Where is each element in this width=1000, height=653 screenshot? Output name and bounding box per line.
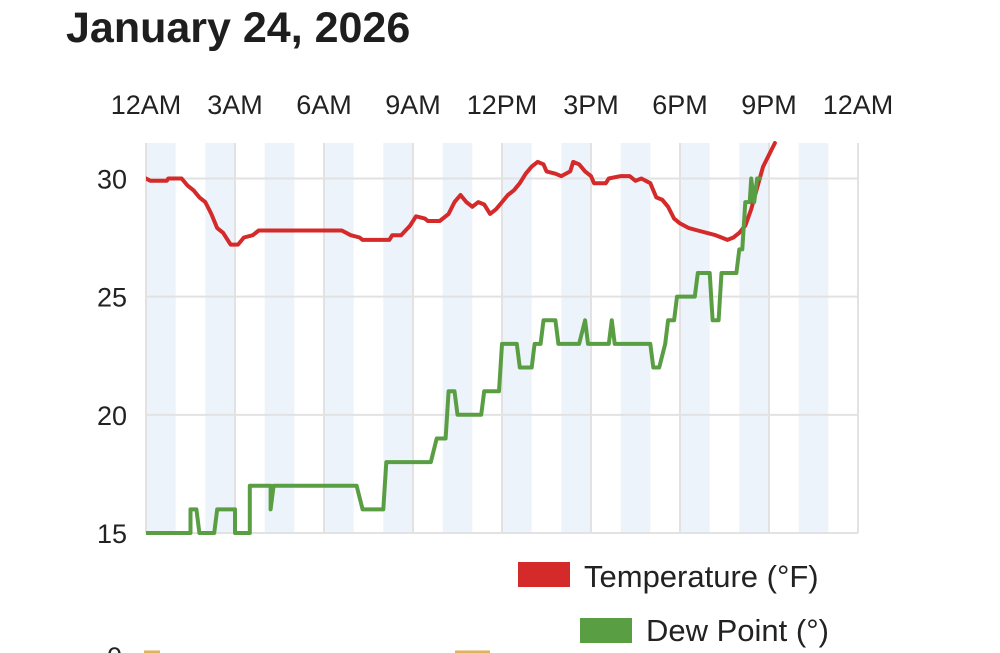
series-lines	[146, 141, 777, 535]
hour-band	[442, 143, 473, 533]
x-tick-label: 12PM	[467, 90, 538, 120]
y-tick-label: 30	[97, 164, 127, 194]
hour-band	[620, 143, 651, 533]
x-tick-label: 3PM	[563, 90, 619, 120]
hour-band	[680, 143, 710, 533]
dew-point-line	[146, 176, 763, 535]
y-tick-label: 15	[97, 519, 127, 549]
x-axis-tick-labels: 12AM 3AM 6AM 9AM 12PM 3PM 6PM 9PM 12AM	[111, 90, 894, 120]
alternating-hour-bands	[146, 143, 829, 533]
x-tick-label: 9AM	[385, 90, 441, 120]
legend-swatch	[518, 562, 570, 587]
hour-band	[205, 143, 235, 533]
temperature-line	[146, 141, 777, 247]
x-tick-label: 12AM	[111, 90, 182, 120]
x-tick-label: 3AM	[207, 90, 263, 120]
svg-text:0: 0	[107, 642, 122, 653]
y-tick-label: 20	[97, 401, 127, 431]
hour-band	[502, 143, 532, 533]
x-tick-label: 12AM	[823, 90, 894, 120]
legend-label: Dew Point (°)	[646, 613, 829, 648]
hour-band	[146, 143, 176, 533]
hour-band	[798, 143, 829, 533]
hour-band	[264, 143, 295, 533]
x-tick-label: 9PM	[741, 90, 797, 120]
hour-band	[383, 143, 413, 533]
page-title: January 24, 2026	[66, 4, 411, 52]
legend-swatch	[580, 618, 632, 643]
y-axis-tick-labels: 15 20 25 30	[97, 164, 127, 549]
partial-lower-chart: 0	[107, 642, 490, 653]
legend: Temperature (°F) Dew Point (°)	[518, 559, 829, 648]
y-tick-label: 25	[97, 283, 127, 313]
hour-band	[324, 143, 354, 533]
x-tick-label: 6PM	[652, 90, 708, 120]
legend-label: Temperature (°F)	[584, 559, 819, 594]
x-tick-label: 6AM	[296, 90, 352, 120]
gridlines	[145, 143, 859, 534]
